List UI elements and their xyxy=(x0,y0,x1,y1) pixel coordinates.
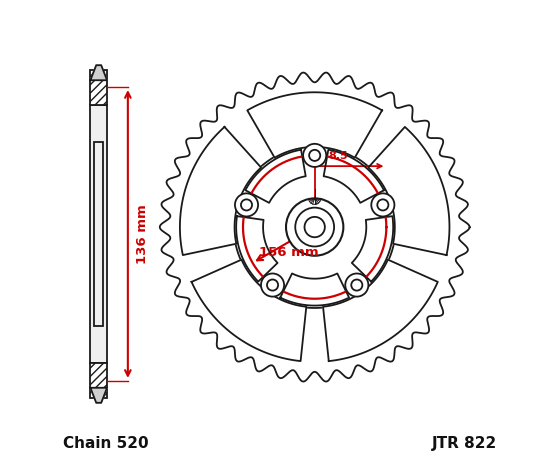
Polygon shape xyxy=(324,150,384,203)
Circle shape xyxy=(303,144,326,167)
Circle shape xyxy=(305,217,325,237)
Circle shape xyxy=(377,199,389,211)
Bar xyxy=(90,104,107,364)
Polygon shape xyxy=(90,388,107,403)
Text: Chain 520: Chain 520 xyxy=(63,436,148,451)
Circle shape xyxy=(286,198,343,256)
Text: 8.5: 8.5 xyxy=(329,151,348,161)
Circle shape xyxy=(371,193,394,217)
Text: JTR 822: JTR 822 xyxy=(432,436,497,451)
Circle shape xyxy=(346,273,368,297)
Polygon shape xyxy=(248,92,382,158)
Polygon shape xyxy=(368,127,450,255)
Circle shape xyxy=(261,273,284,297)
Bar xyxy=(90,364,107,398)
Circle shape xyxy=(235,193,258,217)
Circle shape xyxy=(309,150,320,161)
Polygon shape xyxy=(192,260,306,361)
Bar xyxy=(90,70,107,104)
Polygon shape xyxy=(180,127,261,255)
Polygon shape xyxy=(323,260,438,361)
Polygon shape xyxy=(90,65,107,80)
Polygon shape xyxy=(236,216,278,282)
Bar xyxy=(94,141,104,327)
Circle shape xyxy=(267,279,278,291)
Circle shape xyxy=(351,279,362,291)
Polygon shape xyxy=(280,273,349,306)
Polygon shape xyxy=(352,216,393,282)
Circle shape xyxy=(241,199,252,211)
Circle shape xyxy=(295,208,334,247)
Polygon shape xyxy=(245,150,306,203)
Text: 156 mm: 156 mm xyxy=(259,246,319,258)
Text: 136 mm: 136 mm xyxy=(136,204,149,264)
